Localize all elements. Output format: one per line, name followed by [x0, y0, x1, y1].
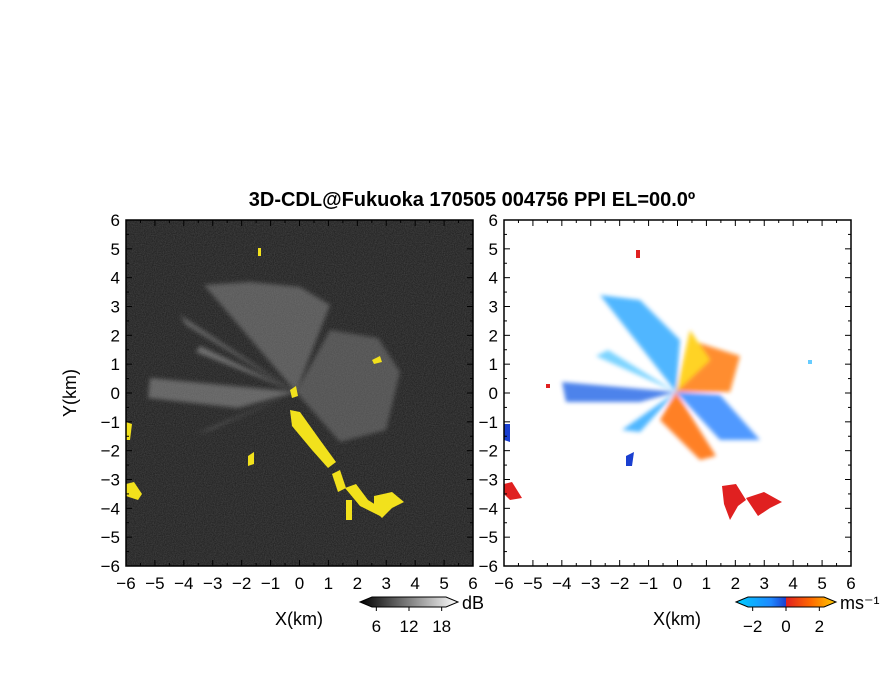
- x-tick-label: −4: [174, 574, 193, 593]
- x-tick-label: −2: [610, 574, 629, 593]
- velocity-axis-ticks: [503, 219, 852, 567]
- y-tick-label: 6: [111, 211, 120, 230]
- chart-title: 3D-CDL@Fukuoka 170505 004756 PPI EL=00.0…: [249, 189, 695, 211]
- y-tick-label: 1: [111, 355, 120, 374]
- reflectivity-echo: [148, 282, 400, 442]
- velocity-edge-echo: [504, 250, 812, 520]
- y-tick-label: 2: [489, 326, 498, 345]
- colorbar-tick-label: 2: [815, 617, 824, 636]
- x-tick-label: −3: [203, 574, 222, 593]
- x-tick-label: 3: [382, 574, 391, 593]
- x-tick-label: 3: [760, 574, 769, 593]
- x-tick-label: 0: [673, 574, 682, 593]
- x-tick-label: −3: [581, 574, 600, 593]
- y-tick-label: −5: [101, 528, 120, 547]
- colorbar-tick-label: 12: [400, 617, 419, 636]
- velocity-colorbar-bar: [734, 596, 838, 608]
- velocity-colorbar-ticks: −2 0 2: [743, 607, 824, 636]
- velocity-colorbar-unit: ms⁻¹: [840, 593, 880, 613]
- x-tick-label: 0: [295, 574, 304, 593]
- x-tick-label: 6: [846, 574, 855, 593]
- x-tick-label: −5: [523, 574, 542, 593]
- reflectivity-y-tick-labels: 6 5 4 3 2 1 0 −1 −2 −3 −4 −5 −6: [101, 211, 120, 576]
- y-tick-label: 4: [111, 269, 120, 288]
- reflectivity-x-axis-label: X(km): [275, 609, 323, 629]
- colorbar-tick-label: 0: [781, 617, 790, 636]
- y-tick-label: 3: [111, 298, 120, 317]
- y-tick-label: −2: [101, 442, 120, 461]
- x-tick-label: 1: [324, 574, 333, 593]
- x-tick-label: 5: [817, 574, 826, 593]
- colorbar-tick-label: −2: [743, 617, 762, 636]
- x-tick-label: 1: [702, 574, 711, 593]
- reflectivity-x-tick-labels: −6 −5 −4 −3 −2 −1 0 1 2 3 4 5 6: [116, 574, 477, 593]
- x-tick-label: −6: [494, 574, 513, 593]
- x-tick-label: 5: [439, 574, 448, 593]
- reflectivity-yellow-echo: [126, 248, 404, 520]
- x-tick-label: 2: [731, 574, 740, 593]
- y-tick-label: −3: [479, 471, 498, 490]
- reflectivity-colorbar: 6 12 18 dB: [358, 593, 484, 636]
- x-tick-label: −1: [261, 574, 280, 593]
- y-tick-label: 5: [489, 240, 498, 259]
- y-tick-label: −4: [479, 499, 498, 518]
- velocity-colorbar: −2 0 2 ms⁻¹: [734, 593, 880, 636]
- x-tick-label: −6: [116, 574, 135, 593]
- y-tick-label: −1: [101, 413, 120, 432]
- x-tick-label: −2: [232, 574, 251, 593]
- y-tick-label: −5: [479, 528, 498, 547]
- reflectivity-colorbar-ticks: 6 12 18: [372, 607, 451, 636]
- x-tick-label: 4: [410, 574, 419, 593]
- velocity-x-axis-label: X(km): [653, 609, 701, 629]
- x-tick-label: 2: [353, 574, 362, 593]
- y-tick-label: 0: [111, 384, 120, 403]
- colorbar-tick-label: 18: [432, 617, 451, 636]
- colorbar-tick-label: 6: [372, 617, 381, 636]
- y-tick-label: 6: [489, 211, 498, 230]
- y-tick-label: 1: [489, 355, 498, 374]
- reflectivity-axis-ticks: [125, 219, 474, 567]
- x-tick-label: 6: [468, 574, 477, 593]
- y-tick-label: −3: [101, 471, 120, 490]
- y-tick-label: −4: [101, 499, 120, 518]
- x-tick-label: −4: [552, 574, 571, 593]
- reflectivity-panel: −6 −5 −4 −3 −2 −1 0 1 2 3 4 5 6 6543210−1−2−3−4−5−6 …: [60, 211, 478, 629]
- x-tick-label: −1: [639, 574, 658, 593]
- y-tick-label: 4: [489, 269, 498, 288]
- reflectivity-y-axis-label: Y(km): [60, 369, 80, 417]
- velocity-x-tick-labels: −6 −5 −4 −3 −2 −1 0 1 2 3 4 5 6: [494, 574, 855, 593]
- reflectivity-colorbar-bar: [358, 596, 460, 608]
- velocity-y-tick-labels: 6 5 4 3 2 1 0 −1 −2 −3 −4 −5 −6: [479, 211, 498, 576]
- reflectivity-colorbar-unit: dB: [462, 593, 484, 613]
- y-tick-label: −6: [101, 557, 120, 576]
- y-tick-label: −2: [479, 442, 498, 461]
- y-tick-label: 5: [111, 240, 120, 259]
- x-tick-label: −5: [145, 574, 164, 593]
- y-tick-label: −6: [479, 557, 498, 576]
- y-tick-label: 2: [111, 326, 120, 345]
- y-tick-label: 3: [489, 298, 498, 317]
- y-tick-label: 0: [489, 384, 498, 403]
- y-tick-label: −1: [479, 413, 498, 432]
- velocity-echo: [562, 295, 760, 460]
- x-tick-label: 4: [788, 574, 797, 593]
- velocity-panel: −6 −5 −4 −3 −2 −1 0 1 2 3 4 5 6 6543210−1−2−3−4−5−6 …: [479, 211, 856, 629]
